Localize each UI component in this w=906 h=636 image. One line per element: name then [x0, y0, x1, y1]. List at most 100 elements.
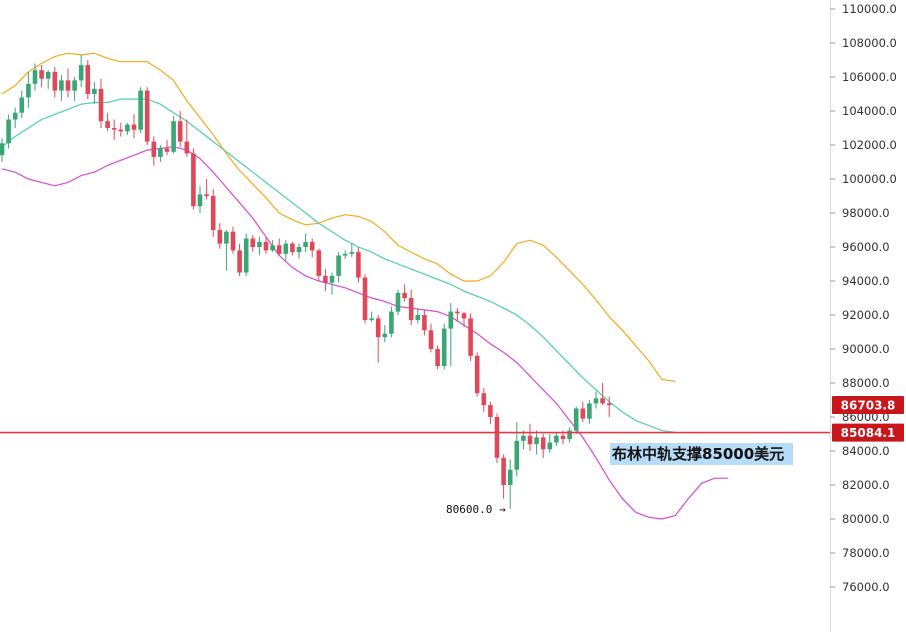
- y-tick-label: 90000.0: [842, 342, 890, 356]
- candle-body: [12, 112, 18, 120]
- y-tick-label: 106000.0: [842, 70, 897, 84]
- candle-body: [296, 247, 302, 253]
- candle: [554, 432, 559, 446]
- candle-body: [217, 230, 223, 244]
- candle: [296, 243, 302, 259]
- candle-body: [573, 408, 579, 431]
- last-price-label: 86703.8: [832, 396, 904, 415]
- candle: [474, 352, 480, 397]
- candle: [250, 235, 256, 253]
- candle-body: [290, 243, 295, 253]
- candle-body: [395, 292, 401, 312]
- candle: [428, 323, 434, 353]
- candle: [138, 87, 143, 134]
- candle-body: [606, 403, 612, 406]
- candle-body: [210, 196, 216, 230]
- candle: [461, 311, 467, 327]
- candle: [283, 240, 289, 261]
- y-tick-label: 82000.0: [842, 478, 890, 492]
- y-tick-label: 94000.0: [842, 274, 890, 288]
- candle-body: [560, 435, 566, 440]
- candle: [177, 111, 183, 147]
- candle: [342, 250, 348, 259]
- candle: [158, 145, 163, 162]
- candle-body: [111, 128, 117, 130]
- candle-body: [580, 408, 586, 419]
- candle-body: [32, 70, 38, 84]
- candle: [26, 71, 31, 108]
- candle: [230, 226, 236, 254]
- candle-body: [507, 469, 513, 485]
- candle-body: [494, 417, 500, 458]
- candle-body: [593, 398, 599, 404]
- candle: [52, 66, 58, 98]
- candle-body: [474, 355, 480, 394]
- candle-body: [428, 330, 434, 349]
- candle-body: [534, 437, 539, 445]
- candle: [356, 247, 361, 283]
- candle-body: [356, 252, 361, 278]
- y-tick-label: 104000.0: [842, 104, 897, 118]
- candle: [600, 383, 605, 406]
- candle: [72, 77, 77, 101]
- candle-body: [435, 349, 440, 366]
- low-price-marker: 80600.0 →: [446, 503, 506, 516]
- candle-body: [257, 241, 262, 247]
- candle: [521, 430, 526, 450]
- candle: [164, 139, 170, 156]
- support-note-box: 布林中轨支撑85000美元: [610, 443, 793, 465]
- candle-body: [521, 435, 526, 441]
- support-note-text: 布林中轨支撑85000美元: [612, 445, 784, 463]
- candle: [257, 236, 262, 256]
- price-labels: 86703.8 85084.1: [832, 396, 904, 442]
- candle-body: [461, 313, 467, 319]
- candle-body: [125, 124, 130, 132]
- last-price-label-text: 86703.8: [841, 399, 896, 413]
- candle: [488, 401, 493, 424]
- y-tick-label: 78000.0: [842, 546, 890, 560]
- candle-body: [45, 71, 51, 79]
- middle-band-line: [1, 98, 676, 433]
- candle: [184, 119, 190, 157]
- candle-body: [6, 119, 11, 144]
- candle: [408, 289, 414, 326]
- candle: [290, 241, 295, 256]
- candle-body: [422, 315, 427, 331]
- candle: [237, 243, 242, 276]
- candle: [422, 309, 427, 336]
- candle: [567, 427, 572, 443]
- candle: [78, 54, 84, 88]
- candle: [118, 122, 124, 137]
- candle: [217, 223, 223, 249]
- candle: [362, 274, 368, 324]
- candle-body: [72, 80, 77, 91]
- candle-body: [230, 231, 236, 251]
- candle: [323, 269, 328, 292]
- candle: [402, 284, 407, 302]
- candle: [349, 243, 355, 258]
- candle: [270, 240, 275, 253]
- candle-body: [342, 253, 348, 256]
- candle: [514, 422, 520, 477]
- candle: [32, 63, 38, 91]
- candle-body: [448, 311, 454, 329]
- candle: [151, 136, 157, 166]
- candle: [210, 189, 216, 237]
- candle: [606, 396, 612, 417]
- candle: [389, 306, 394, 338]
- candle-body: [554, 435, 559, 443]
- candle: [276, 238, 282, 256]
- candle-body: [138, 90, 143, 130]
- candle: [125, 122, 130, 135]
- candle-body: [441, 328, 447, 366]
- candle: [85, 60, 91, 100]
- candle-body: [105, 121, 110, 128]
- candle-body: [65, 80, 71, 91]
- y-tick-label: 108000.0: [842, 36, 897, 50]
- support-price-label: 85084.1: [832, 423, 904, 442]
- price-axis[interactable]: 110000.0 108000.0 106000.0 104000.0 102000.0…: [830, 2, 897, 594]
- candle: [263, 236, 269, 254]
- candle-body: [408, 298, 414, 321]
- candle-body: [455, 311, 460, 314]
